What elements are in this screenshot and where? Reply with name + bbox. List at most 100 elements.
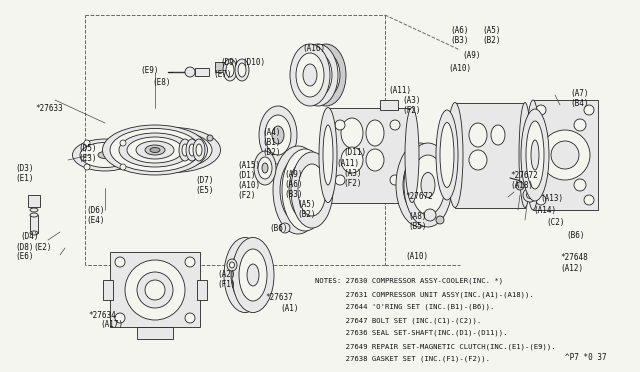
Ellipse shape bbox=[282, 149, 328, 231]
Ellipse shape bbox=[280, 158, 316, 222]
Ellipse shape bbox=[304, 53, 332, 97]
Text: *27637: *27637 bbox=[265, 294, 292, 302]
Ellipse shape bbox=[421, 173, 435, 198]
Ellipse shape bbox=[290, 44, 330, 106]
Ellipse shape bbox=[519, 103, 531, 208]
Circle shape bbox=[84, 164, 90, 170]
Ellipse shape bbox=[405, 108, 419, 202]
Text: (F2): (F2) bbox=[402, 106, 420, 115]
Text: 27631 COMPRESSOR UNIT ASSY(INC.(A1)-(A18)).: 27631 COMPRESSOR UNIT ASSY(INC.(A1)-(A18… bbox=[315, 291, 534, 298]
Text: (B3): (B3) bbox=[450, 35, 468, 45]
Text: (E9): (E9) bbox=[140, 65, 159, 74]
Text: (B2): (B2) bbox=[297, 209, 316, 218]
Text: (A8): (A8) bbox=[408, 212, 426, 221]
Ellipse shape bbox=[527, 192, 534, 199]
Ellipse shape bbox=[125, 128, 221, 173]
Text: (A10): (A10) bbox=[448, 64, 471, 73]
Text: (E4): (E4) bbox=[86, 215, 104, 224]
Text: (B2): (B2) bbox=[482, 35, 500, 45]
Bar bbox=[30, 215, 38, 233]
Ellipse shape bbox=[411, 155, 445, 215]
Ellipse shape bbox=[110, 128, 200, 171]
Ellipse shape bbox=[298, 44, 338, 106]
Circle shape bbox=[120, 140, 126, 146]
Text: (A14): (A14) bbox=[533, 205, 556, 215]
Ellipse shape bbox=[80, 142, 130, 167]
Text: *27634: *27634 bbox=[88, 311, 116, 320]
Text: (E5): (E5) bbox=[195, 186, 214, 195]
Text: (A2): (A2) bbox=[217, 269, 236, 279]
Circle shape bbox=[120, 164, 126, 170]
Ellipse shape bbox=[189, 144, 195, 156]
Text: (E8): (E8) bbox=[152, 77, 170, 87]
Ellipse shape bbox=[341, 147, 363, 173]
Text: (B4): (B4) bbox=[570, 99, 589, 108]
Text: (E1): (E1) bbox=[15, 173, 33, 183]
Ellipse shape bbox=[298, 164, 326, 216]
Text: 27638 GASKET SET (INC.(F1)-(F2)).: 27638 GASKET SET (INC.(F1)-(F2)). bbox=[315, 356, 490, 362]
Ellipse shape bbox=[127, 137, 183, 163]
Ellipse shape bbox=[227, 259, 237, 271]
Text: (D5): (D5) bbox=[78, 144, 97, 153]
Text: (A3): (A3) bbox=[402, 96, 420, 105]
Bar bbox=[455, 103, 525, 208]
Ellipse shape bbox=[72, 139, 138, 171]
Ellipse shape bbox=[526, 121, 544, 189]
Ellipse shape bbox=[226, 63, 234, 77]
Ellipse shape bbox=[193, 139, 205, 161]
Text: (D4): (D4) bbox=[20, 231, 38, 241]
Circle shape bbox=[436, 216, 444, 224]
Text: ^P7 *0 37: ^P7 *0 37 bbox=[565, 353, 607, 362]
Ellipse shape bbox=[265, 115, 291, 155]
Text: *27648: *27648 bbox=[560, 253, 588, 263]
Text: (B6): (B6) bbox=[566, 231, 584, 240]
Text: (A6): (A6) bbox=[284, 180, 303, 189]
Ellipse shape bbox=[30, 208, 38, 212]
Circle shape bbox=[551, 141, 579, 169]
Ellipse shape bbox=[323, 125, 333, 185]
Ellipse shape bbox=[145, 145, 165, 155]
Polygon shape bbox=[110, 252, 200, 327]
Circle shape bbox=[516, 182, 524, 190]
Circle shape bbox=[137, 272, 173, 308]
Text: (A1): (A1) bbox=[280, 304, 298, 312]
Ellipse shape bbox=[319, 108, 337, 202]
Ellipse shape bbox=[289, 161, 321, 219]
Circle shape bbox=[280, 223, 290, 233]
Text: (A12): (A12) bbox=[560, 263, 583, 273]
Text: (A6): (A6) bbox=[450, 26, 468, 35]
Ellipse shape bbox=[366, 149, 384, 171]
Ellipse shape bbox=[436, 110, 458, 200]
Text: (A10): (A10) bbox=[237, 180, 260, 189]
Text: (B5): (B5) bbox=[408, 221, 426, 231]
Text: (A7): (A7) bbox=[570, 89, 589, 97]
Text: (D6): (D6) bbox=[86, 205, 104, 215]
Ellipse shape bbox=[447, 103, 463, 208]
Ellipse shape bbox=[531, 140, 539, 170]
Text: (A4): (A4) bbox=[262, 128, 280, 137]
Ellipse shape bbox=[521, 109, 549, 201]
Text: (A15): (A15) bbox=[237, 160, 260, 170]
Text: (A13): (A13) bbox=[540, 193, 563, 202]
Bar bbox=[328, 108, 413, 203]
Ellipse shape bbox=[238, 63, 246, 77]
Circle shape bbox=[574, 119, 586, 131]
Text: (A3): (A3) bbox=[343, 169, 362, 177]
Text: (F2): (F2) bbox=[343, 179, 362, 187]
Bar bbox=[533, 100, 598, 210]
Text: (D8): (D8) bbox=[15, 243, 33, 251]
Text: 27649 REPAIR SET-MAGNETIC CLUTCH(INC.(E1)-(E9)).: 27649 REPAIR SET-MAGNETIC CLUTCH(INC.(E1… bbox=[315, 343, 556, 350]
Ellipse shape bbox=[30, 231, 38, 235]
Ellipse shape bbox=[469, 123, 487, 147]
Text: (F2): (F2) bbox=[237, 190, 255, 199]
Text: (A5): (A5) bbox=[297, 199, 316, 208]
Circle shape bbox=[185, 257, 195, 267]
Text: (E7): (E7) bbox=[213, 70, 232, 78]
Text: (A11): (A11) bbox=[336, 158, 359, 167]
Circle shape bbox=[125, 260, 185, 320]
Ellipse shape bbox=[523, 188, 537, 202]
Text: (D2): (D2) bbox=[262, 148, 280, 157]
Circle shape bbox=[84, 140, 90, 146]
Ellipse shape bbox=[224, 237, 266, 312]
Ellipse shape bbox=[291, 152, 333, 228]
